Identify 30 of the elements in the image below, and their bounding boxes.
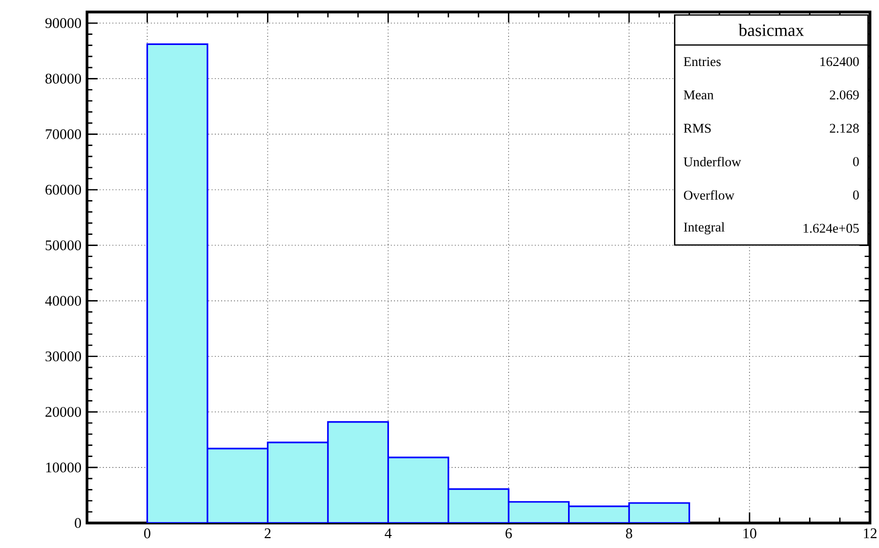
y-tick-label: 40000 (45, 296, 82, 306)
annotation: 2.128 (830, 124, 859, 133)
x-tick-label: 12 (864, 528, 877, 538)
x-tick-label: 2 (264, 528, 271, 538)
y-tick-label: 0 (74, 518, 82, 528)
y-tick-label: 70000 (46, 129, 82, 140)
y-tick-label: 90000 (45, 18, 82, 28)
annotation: Integral (684, 222, 725, 234)
annotation: Overflow (684, 190, 734, 200)
annotation: Mean (684, 90, 714, 100)
x-tick-label: 4 (384, 528, 392, 538)
annotation: 0 (853, 157, 859, 166)
annotation: 0 (853, 190, 859, 200)
y-tick-label: 80000 (45, 74, 82, 84)
y-tick-label: 20000 (46, 406, 82, 417)
x-tick-label: 0 (144, 528, 150, 538)
annotation: 162400 (820, 57, 859, 66)
y-tick-label: 10000 (46, 462, 82, 472)
y-tick-label: 50000 (46, 240, 82, 250)
annotation: 1.624e+05 (804, 224, 859, 233)
x-tick-label: 6 (506, 528, 512, 538)
annotation: Entries (684, 57, 721, 66)
y-tick-label: 60000 (46, 184, 82, 195)
annotation: RMS (684, 124, 711, 133)
text: basicmax (738, 24, 804, 36)
y-tick-label: 30000 (46, 351, 82, 362)
annotation: Underflow (684, 156, 742, 166)
x-tick-label: 10 (744, 528, 756, 538)
x-tick-label: 8 (626, 528, 632, 538)
annotation: 2.069 (830, 90, 859, 100)
